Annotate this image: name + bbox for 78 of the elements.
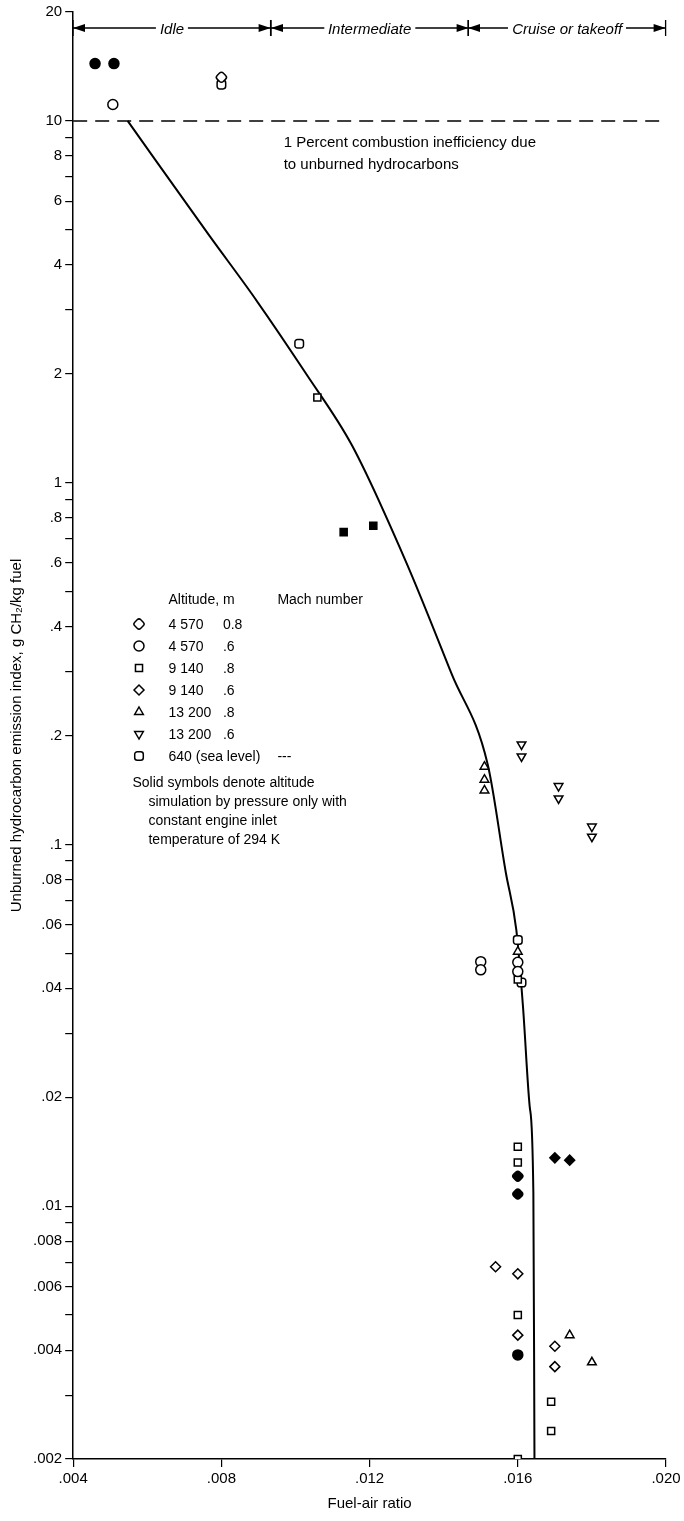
point (553, 782, 564, 792)
y-tick-label: .06 (41, 914, 63, 932)
y-tick-label: 2 (53, 363, 63, 381)
point (512, 935, 523, 946)
point (586, 833, 597, 843)
point (549, 1340, 561, 1352)
y-tick-label: .01 (41, 1196, 63, 1214)
y-tick-label: .8 (49, 507, 63, 525)
point (512, 1349, 524, 1361)
y-tick-label: .2 (49, 725, 63, 743)
x-tick-label: .008 (206, 1469, 236, 1487)
legend-label: 9 140 .6 (168, 681, 235, 698)
legend-label: 9 140 .8 (168, 659, 235, 676)
point (489, 1260, 502, 1273)
y-tick-label: 4 (53, 254, 63, 272)
annotation: Intermediate (323, 19, 416, 37)
point (108, 57, 120, 70)
y-tick-label: .04 (41, 978, 63, 996)
y-tick-label: .004 (32, 1340, 63, 1358)
ref-line-label: 1 Percent combustion inefficiency due to unburned hydrocarbons (283, 132, 537, 172)
legend-label: 640 (sea level) --- (168, 747, 292, 764)
point (313, 393, 322, 402)
y-axis-title: Unburned hydrocarbon emission index, g CH₂/kg fuel (7, 558, 25, 913)
point (546, 1397, 556, 1406)
point (479, 784, 490, 794)
point (107, 98, 119, 111)
x-tick-label: .012 (355, 1469, 385, 1487)
legend-label: 4 570 .6 (168, 637, 235, 654)
point (89, 57, 101, 70)
y-tick-label: 20 (45, 2, 63, 20)
point (369, 521, 378, 531)
point (479, 760, 490, 770)
point (549, 1360, 561, 1373)
annotation: Solid symbols denote altitude simulation by pressure only with constant engine inlet temperature of 294 K (132, 772, 348, 849)
x-tick-label: .016 (503, 1469, 533, 1487)
point (563, 1154, 576, 1166)
point (512, 1188, 524, 1200)
point (513, 1310, 523, 1320)
annotation: Cruise or takeoff (508, 19, 627, 37)
point (516, 753, 527, 763)
legend-label: 13 200 .6 (168, 725, 235, 742)
point (479, 773, 490, 783)
y-tick-label: .08 (41, 869, 63, 887)
x-axis-title: Fuel-air ratio (327, 1494, 412, 1512)
point (586, 823, 597, 833)
point (512, 1329, 524, 1341)
y-tick-label: 6 (53, 191, 63, 209)
annotation: Idle (155, 19, 189, 37)
point (513, 1142, 523, 1151)
point (215, 71, 228, 84)
point (339, 527, 348, 537)
y-tick-label: 8 (53, 146, 63, 164)
y-tick-label: .4 (49, 616, 63, 634)
legend-label: 4 570 0.8 (168, 615, 243, 632)
point (516, 741, 527, 751)
point (513, 1158, 523, 1167)
y-tick-label: .002 (32, 1449, 63, 1467)
y-tick-label: .006 (32, 1276, 63, 1294)
point (564, 1329, 575, 1339)
point (475, 964, 487, 976)
y-tick-label: 10 (45, 111, 63, 129)
point (553, 795, 564, 805)
point (512, 965, 524, 978)
y-tick-label: .008 (32, 1231, 63, 1249)
y-tick-label: 1 (53, 472, 63, 490)
point (586, 1356, 597, 1366)
y-tick-label: .6 (49, 553, 63, 571)
x-tick-label: .020 (651, 1469, 681, 1487)
legend-title: Altitude, m Mach number (168, 590, 363, 607)
point (512, 1268, 524, 1280)
point (512, 945, 523, 955)
point (512, 1170, 524, 1182)
point (294, 338, 305, 349)
y-tick-label: .1 (49, 834, 63, 852)
legend-label: 13 200 .8 (168, 703, 235, 720)
point (546, 1426, 556, 1436)
point (549, 1152, 561, 1164)
y-tick-label: .02 (41, 1087, 63, 1105)
